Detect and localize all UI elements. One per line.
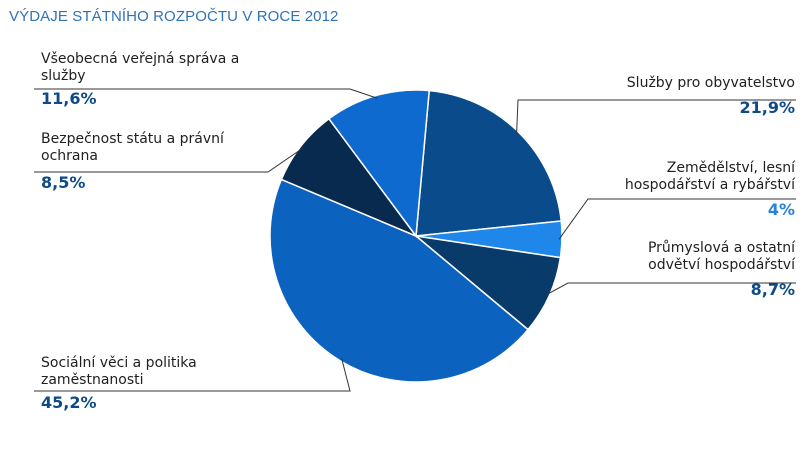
slice-value: 8,7%: [750, 280, 795, 299]
pie-slice: [327, 89, 431, 239]
leader-line: [34, 147, 304, 173]
slice-value: 45,2%: [41, 393, 97, 412]
leader-line: [516, 99, 796, 135]
pie-slice: [415, 89, 563, 237]
slice-value: 21,9%: [739, 98, 795, 117]
slice-label-0: Všeobecná veřejná správa a služby 11,6%: [41, 51, 271, 109]
slice-label-4: Zemědělství, lesní hospodářství a rybářs…: [595, 160, 795, 220]
leader-line: [546, 282, 796, 296]
chart-title: VÝDAJE STÁTNÍHO ROZPOČTU V ROCE 2012: [9, 8, 339, 25]
pie-slice: [269, 178, 530, 383]
leader-line: [34, 88, 378, 99]
slice-value: 4%: [767, 200, 795, 219]
slice-name: Všeobecná veřejná správa a služby: [41, 51, 240, 84]
slice-label-2: Sociální věci a politika zaměstnanosti 4…: [41, 355, 241, 413]
slice-name: Sociální věci a politika zaměstnanosti: [41, 355, 197, 388]
slice-label-5: Průmyslová a ostatní odvětví hospodářstv…: [605, 240, 795, 300]
slice-label-1: Bezpečnost státu a právní ochrana 8,5%: [41, 131, 271, 193]
leader-line: [34, 358, 351, 392]
slice-value: 8,5%: [41, 173, 86, 192]
slice-name: Služby pro obyvatelstvo: [626, 75, 795, 91]
slice-value: 11,6%: [41, 89, 97, 108]
slice-name: Průmyslová a ostatní odvětví hospodářstv…: [647, 240, 795, 273]
leader-line: [558, 198, 796, 240]
slice-name: Zemědělství, lesní hospodářství a rybářs…: [624, 160, 795, 193]
slice-label-3: Služby pro obyvatelstvo 21,9%: [535, 75, 795, 118]
slice-name: Bezpečnost státu a právní ochrana: [41, 131, 224, 164]
